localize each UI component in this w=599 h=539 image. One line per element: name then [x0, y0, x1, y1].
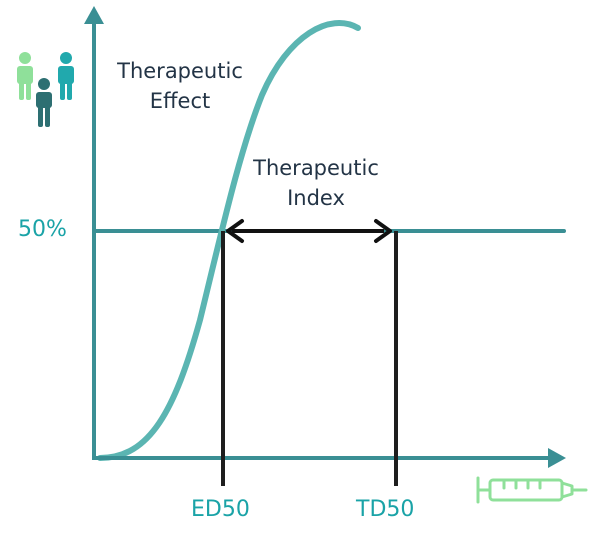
ed50-label: ED50 [191, 497, 250, 522]
fifty-percent-label: 50% [18, 217, 67, 242]
therapeutic-index-line1: Therapeutic [253, 156, 379, 180]
therapeutic-index-label: Therapeutic Index [228, 153, 404, 213]
y-axis-arrowhead [84, 6, 104, 24]
people-icon [17, 52, 74, 127]
therapeutic-effect-line1: Therapeutic [117, 59, 243, 83]
therapeutic-index-line2: Index [287, 186, 345, 210]
dose-response-curve [97, 20, 361, 461]
td50-label: TD50 [356, 497, 415, 522]
therapeutic-effect-label: Therapeutic Effect [100, 56, 260, 116]
arrowhead-right [374, 219, 392, 243]
therapeutic-effect-line2: Effect [149, 89, 211, 113]
x-axis-arrowhead [548, 448, 566, 468]
syringe-icon [476, 476, 588, 504]
arrowhead-left [226, 219, 244, 243]
